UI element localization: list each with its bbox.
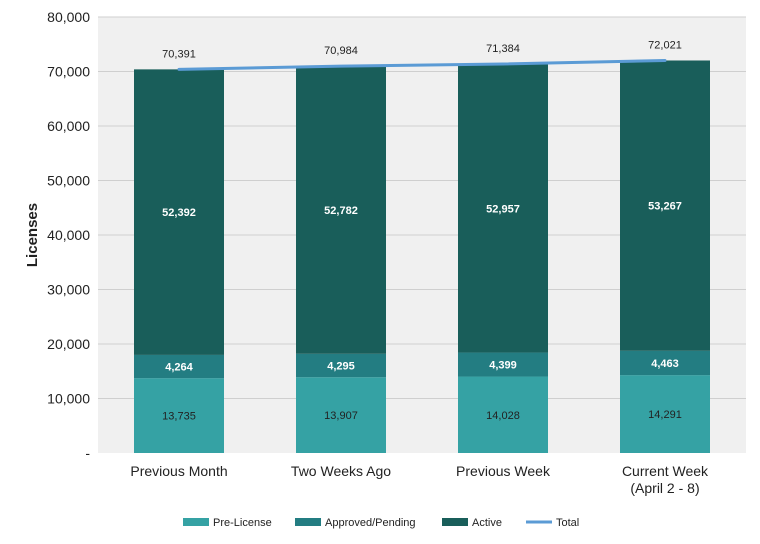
bars: 13,735 4,264 52,392 13,907 4,295 52,782 14,028… — [134, 60, 710, 453]
legend: Pre-License Approved/Pending Active Total — [183, 517, 579, 529]
data-label: 52,782 — [324, 205, 358, 217]
bar-segment — [620, 60, 710, 351]
x-tick-label: Two Weeks Ago — [291, 463, 391, 479]
legend-item: Approved/Pending — [295, 517, 416, 529]
total-label: 72,021 — [648, 39, 682, 51]
total-label: 70,391 — [162, 48, 196, 60]
bar-segment — [296, 353, 386, 378]
legend-label: Approved/Pending — [325, 517, 416, 529]
bar-segment — [458, 376, 548, 453]
bar-segment — [620, 350, 710, 376]
bar-segment — [296, 66, 386, 354]
y-axis-ticks: - 10,000 20,000 30,000 40,000 50,000 60,000 70,… — [47, 9, 90, 461]
data-label: 52,392 — [162, 207, 196, 219]
bar-segment — [134, 354, 224, 379]
legend-label: Total — [556, 517, 579, 529]
legend-swatch — [295, 518, 321, 526]
bar-segment — [458, 63, 548, 353]
data-label: 4,264 — [165, 362, 193, 374]
bar-segment — [458, 352, 548, 377]
total-label: 70,984 — [324, 45, 358, 57]
legend-swatch — [442, 518, 468, 526]
y-tick-label: 80,000 — [47, 9, 90, 25]
y-axis-title: Licenses — [24, 203, 41, 267]
y-tick-label: 50,000 — [47, 173, 90, 189]
y-tick-label: 40,000 — [47, 227, 90, 243]
data-label: 52,957 — [486, 203, 520, 215]
data-label: 53,267 — [648, 201, 682, 213]
data-label: 13,907 — [324, 410, 358, 422]
legend-label: Pre-License — [213, 517, 272, 529]
data-label: 4,295 — [327, 361, 355, 373]
total-line: 70,391 70,984 71,384 72,021 — [162, 39, 682, 71]
legend-swatch — [183, 518, 209, 526]
y-tick-label: 20,000 — [47, 336, 90, 352]
x-tick-label: Current Week (April 2 - 8) — [622, 463, 709, 496]
data-label: 14,028 — [486, 410, 520, 422]
y-tick-label: - — [85, 445, 90, 461]
bar-segment — [620, 375, 710, 453]
y-tick-label: 10,000 — [47, 391, 90, 407]
x-tick-label: Previous Week — [456, 463, 551, 479]
legend-item: Pre-License — [183, 517, 272, 529]
y-tick-label: 70,000 — [47, 64, 90, 80]
x-tick-label: Previous Month — [130, 463, 227, 479]
legend-label: Active — [472, 517, 502, 529]
data-label: 13,735 — [162, 411, 196, 423]
data-label: 4,399 — [489, 360, 517, 372]
legend-item: Active — [442, 517, 502, 529]
bar-segment — [134, 69, 224, 355]
bar-segment — [134, 378, 224, 453]
legend-item: Total — [526, 517, 579, 529]
y-tick-label: 30,000 — [47, 282, 90, 298]
x-axis-labels: Previous Month Two Weeks Ago Previous Week… — [130, 463, 709, 496]
data-label: 4,463 — [651, 358, 679, 370]
y-tick-label: 60,000 — [47, 118, 90, 134]
total-series-line — [177, 58, 667, 71]
total-label: 71,384 — [486, 43, 520, 55]
data-label: 14,291 — [648, 409, 682, 421]
bar-segment — [296, 377, 386, 453]
